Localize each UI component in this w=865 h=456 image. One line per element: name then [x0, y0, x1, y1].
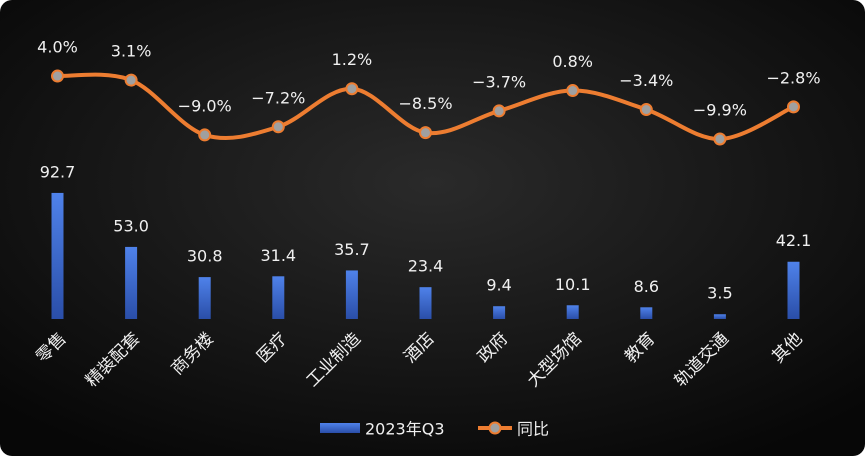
data-label: 9.4	[486, 276, 511, 295]
data-label: 8.6	[634, 277, 659, 296]
line-point	[787, 100, 800, 114]
data-label: −3.7%	[472, 72, 526, 91]
data-label: −7.2%	[251, 88, 305, 107]
legend-swatch	[488, 421, 502, 435]
bar	[51, 192, 64, 319]
data-label: 35.7	[334, 240, 370, 259]
data-label: 3.1%	[111, 42, 152, 61]
legend-label: 同比	[517, 420, 549, 439]
data-label: −2.8%	[766, 68, 820, 87]
bar	[787, 261, 800, 319]
data-label: 23.4	[408, 257, 444, 276]
data-label: 30.8	[187, 247, 223, 266]
bar	[198, 277, 211, 319]
bar	[713, 314, 726, 319]
line-point	[51, 69, 64, 83]
legend-label: 2023年Q3	[365, 420, 445, 439]
line-point	[419, 126, 432, 140]
data-label: −3.4%	[619, 71, 673, 90]
bar	[493, 306, 506, 319]
legend-swatch	[320, 423, 360, 433]
bar	[272, 276, 285, 319]
bar	[566, 305, 579, 319]
data-label: −9.0%	[178, 96, 232, 115]
line-point	[271, 120, 285, 134]
data-label: −8.5%	[398, 94, 452, 113]
data-label: 42.1	[776, 231, 812, 250]
bar	[345, 270, 358, 319]
data-label: −9.9%	[693, 100, 747, 119]
data-label: 1.2%	[332, 50, 373, 69]
line-point	[639, 103, 653, 117]
bar	[125, 246, 138, 319]
bar	[640, 307, 653, 319]
data-label: 31.4	[260, 246, 296, 265]
data-label: 4.0%	[37, 38, 78, 57]
data-label: 92.7	[40, 162, 76, 181]
line-point	[713, 132, 727, 146]
bar	[419, 287, 432, 319]
data-label: 0.8%	[552, 52, 593, 71]
line-point	[124, 73, 138, 87]
line-point	[566, 84, 580, 98]
data-label: 53.0	[113, 216, 149, 235]
data-label: 3.5	[707, 284, 732, 303]
line-point	[492, 104, 506, 118]
line-point	[198, 128, 212, 142]
data-label: 10.1	[555, 275, 591, 294]
line-point	[345, 82, 359, 96]
